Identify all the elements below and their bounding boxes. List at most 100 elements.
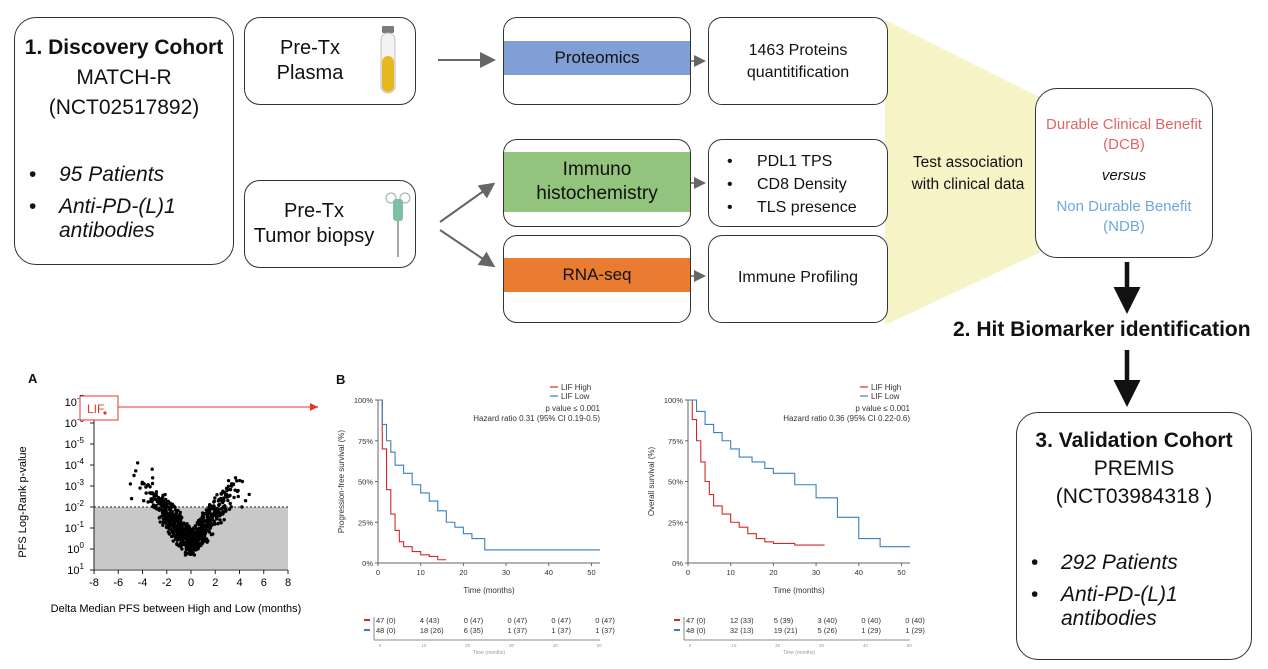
volcano-point (182, 521, 186, 525)
volcano-point (197, 543, 201, 548)
volcano-point (218, 518, 222, 522)
km-legend-label: LIF High (871, 383, 901, 392)
km-series-line (378, 399, 447, 561)
volcano-point (184, 524, 188, 528)
ndb-line: Non Durable Benefit (1056, 198, 1192, 215)
volcano-x-tick-label: 8 (285, 577, 291, 589)
volcano-point (213, 522, 217, 526)
dcb-line: Durable Clinical Benefit (1046, 116, 1202, 133)
km-y-tick-label: 50% (668, 478, 683, 487)
km-y-tick-label: 25% (358, 518, 373, 527)
volcano-point (165, 501, 169, 506)
volcano-y-tick-label: 100 (67, 541, 84, 556)
volcano-point (233, 476, 238, 480)
volcano-point (171, 539, 175, 543)
volcano-point (160, 498, 165, 503)
volcano-point (162, 517, 166, 521)
volcano-point (195, 537, 200, 541)
km-series-line (688, 399, 910, 548)
volcano-point (193, 542, 198, 546)
plasma-line: Plasma (276, 62, 344, 84)
volcano-point (146, 500, 150, 504)
lif-highlight-box (79, 395, 119, 421)
volcano-point (187, 538, 191, 543)
volcano-point (142, 499, 146, 503)
km-hazard-ratio: Hazard ratio 0.31 (95% CI 0.19-0.5) (473, 414, 600, 423)
volcano-point (138, 486, 142, 490)
rna-output-box: Immune Profiling (708, 235, 888, 323)
risk-table-cell: 48 (0) (376, 626, 396, 635)
volcano-point (164, 522, 169, 526)
km-y-tick-label: 50% (358, 478, 373, 487)
volcano-point (168, 512, 173, 517)
risk-table-tick: 40 (863, 643, 869, 648)
km-x-tick-label: 0 (686, 568, 690, 577)
risk-table-cell: 1 (29) (861, 626, 881, 635)
volcano-y-tick-label: 101 (67, 562, 84, 577)
volcano-point (160, 511, 165, 515)
volcano-point (232, 495, 236, 500)
km-series-line (378, 399, 600, 551)
risk-table-cell: 1 (37) (551, 626, 571, 635)
proteomics-box: Proteomics (503, 17, 691, 105)
risk-table-cell: 18 (26) (420, 626, 444, 635)
risk-table-tick: 30 (509, 643, 515, 648)
km-y-tick-label: 0% (672, 559, 683, 568)
rnaseq-label: RNA-seq (504, 258, 690, 292)
risk-table-cell: 0 (47) (464, 616, 484, 625)
volcano-point (129, 496, 134, 501)
volcano-point (226, 498, 230, 503)
plasma-sample-box: Pre-Tx Plasma (244, 17, 416, 105)
volcano-point (194, 545, 198, 550)
volcano-point (228, 501, 232, 506)
volcano-point (199, 529, 203, 534)
volcano-point (170, 515, 174, 519)
volcano-point (227, 507, 232, 511)
volcano-point (150, 497, 154, 501)
panel-a-label: A (28, 371, 38, 386)
km-x-label: Time (months) (773, 586, 825, 595)
test-line: Test association (912, 154, 1024, 171)
volcano-point (150, 476, 155, 480)
km-legend-label: LIF Low (871, 392, 900, 401)
volcano-point (224, 492, 229, 496)
km-legend-label: LIF Low (561, 392, 590, 401)
volcano-point (158, 520, 162, 524)
volcano-point (194, 532, 199, 537)
volcano-point (200, 541, 205, 545)
outcome-box: Durable Clinical Benefit (DCB) versus No… (1035, 88, 1213, 258)
volcano-point (181, 531, 186, 535)
risk-table-cell: 3 (40) (818, 616, 838, 625)
risk-table-cell: 1 (29) (905, 626, 925, 635)
validation-title: 3. Validation Cohort (1035, 429, 1233, 452)
volcano-point (192, 553, 197, 557)
risk-table-cell: 0 (40) (905, 616, 925, 625)
km-x-tick-label: 10 (417, 568, 425, 577)
volcano-point (227, 494, 231, 498)
volcano-point (203, 528, 207, 532)
km-y-label: Progression-free survival (%) (337, 430, 346, 533)
volcano-point (196, 518, 201, 523)
volcano-point (200, 517, 204, 521)
volcano-point (172, 533, 176, 538)
arrow-biopsy-rnaseq (439, 229, 496, 268)
validation-cohort-box: 3. Validation Cohort PREMIS (NCT03984318… (1016, 412, 1252, 660)
hit-biomarker-title: 2. Hit Biomarker identification (953, 318, 1251, 341)
risk-table-tick: 10 (421, 643, 427, 648)
volcano-point (185, 527, 189, 531)
km-x-tick-label: 30 (502, 568, 510, 577)
volcano-point (203, 532, 207, 536)
volcano-point (193, 524, 198, 528)
risk-table-tick: 20 (775, 643, 781, 648)
lif-label: LIF (87, 402, 104, 416)
km-legend-label: LIF High (561, 383, 591, 392)
volcano-point (207, 502, 212, 507)
volcano-point (150, 499, 154, 504)
km-y-tick-label: 100% (664, 396, 684, 405)
volcano-point (201, 513, 205, 517)
discovery-trial-id: (NCT02517892) (48, 96, 200, 119)
volcano-point (214, 512, 219, 516)
volcano-point (221, 496, 226, 500)
